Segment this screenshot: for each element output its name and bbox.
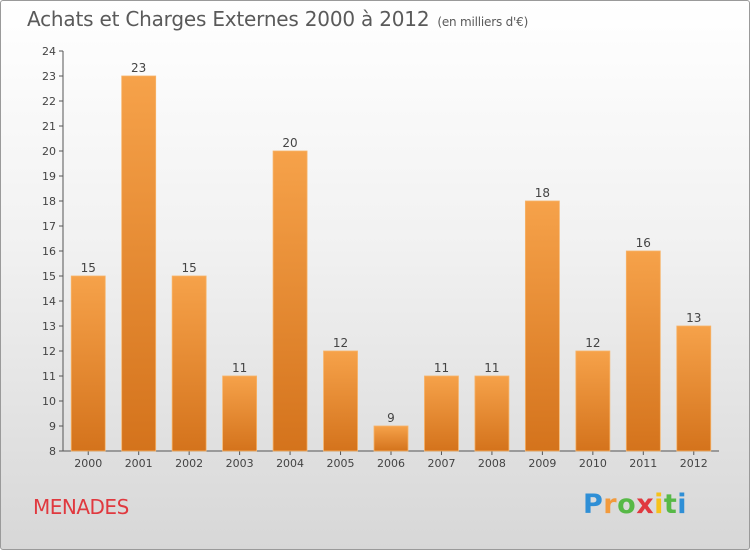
bar-2000: [71, 276, 105, 451]
x-tick-label-2004: 2004: [276, 457, 304, 470]
x-tick-label-2009: 2009: [528, 457, 556, 470]
chart-frame: Achats et Charges Externes 2000 à 2012 (e…: [0, 0, 750, 550]
y-tick-label: 24: [42, 45, 56, 58]
bar-2003: [223, 376, 257, 451]
bar-2006: [374, 426, 408, 451]
logo-letter: i: [677, 489, 687, 520]
bar-2001: [122, 76, 156, 451]
bars: [71, 76, 711, 451]
y-tick-label: 17: [42, 220, 56, 233]
y-tick-label: 18: [42, 195, 56, 208]
bar-2007: [424, 376, 458, 451]
y-tick-label: 12: [42, 345, 56, 358]
value-label-2002: 15: [182, 261, 197, 275]
x-tick-label-2006: 2006: [377, 457, 405, 470]
x-tick-label-2000: 2000: [74, 457, 102, 470]
y-tick-label: 22: [42, 95, 56, 108]
y-tick-label: 15: [42, 270, 56, 283]
value-label-2007: 11: [434, 361, 449, 375]
value-label-2008: 11: [484, 361, 499, 375]
y-tick-label: 19: [42, 170, 56, 183]
logo-letter: i: [654, 489, 664, 520]
logo-letter: t: [664, 489, 677, 520]
bar-2002: [172, 276, 206, 451]
x-tick-label-2010: 2010: [579, 457, 607, 470]
logo-letter: x: [636, 489, 654, 520]
bar-2012: [677, 326, 711, 451]
x-axis: 2000 2001 2002 2003 2004 2005 2006 2007 2008 2009…: [63, 451, 719, 470]
value-label-2005: 12: [333, 336, 348, 350]
value-label-2012: 13: [686, 311, 701, 325]
y-tick-label: 9: [49, 420, 56, 433]
bar-2010: [576, 351, 610, 451]
y-tick-label: 11: [42, 370, 56, 383]
x-tick-label-2002: 2002: [175, 457, 203, 470]
x-tick-label-2012: 2012: [680, 457, 708, 470]
value-label-2009: 18: [535, 186, 550, 200]
bar-2009: [525, 201, 559, 451]
value-label-2000: 15: [81, 261, 96, 275]
y-axis: 8 9 10 11 12 13 14 15 16 17 18 19 20 21 22 23 24: [42, 45, 63, 458]
bar-2011: [626, 251, 660, 451]
bar-chart: 89101112131415161718192021222324 2000 200…: [1, 1, 750, 550]
value-label-2001: 23: [131, 61, 146, 75]
location-name: MENADES: [33, 495, 129, 519]
y-tick-label: 8: [49, 445, 56, 458]
y-tick-label: 20: [42, 145, 56, 158]
y-tick-label: 16: [42, 245, 56, 258]
y-tick-label: 14: [42, 295, 56, 308]
x-tick-label-2003: 2003: [226, 457, 254, 470]
value-label-2006: 9: [387, 411, 395, 425]
x-tick-label-2001: 2001: [125, 457, 153, 470]
x-tick-label-2011: 2011: [629, 457, 657, 470]
bar-2008: [475, 376, 509, 451]
x-tick-label-2007: 2007: [427, 457, 455, 470]
x-tick-label-2005: 2005: [327, 457, 355, 470]
logo-letter: r: [603, 489, 617, 520]
logo-letter: P: [583, 489, 603, 520]
value-label-2010: 12: [585, 336, 600, 350]
x-tick-label-2008: 2008: [478, 457, 506, 470]
proxiti-logo[interactable]: Proxiti: [583, 489, 687, 520]
bar-2004: [273, 151, 307, 451]
y-tick-label: 23: [42, 70, 56, 83]
value-label-2011: 16: [636, 236, 651, 250]
value-label-2003: 11: [232, 361, 247, 375]
bar-2005: [324, 351, 358, 451]
y-tick-label: 21: [42, 120, 56, 133]
y-tick-label: 10: [42, 395, 56, 408]
y-tick-label: 13: [42, 320, 56, 333]
value-label-2004: 20: [282, 136, 297, 150]
logo-letter: o: [617, 489, 636, 520]
